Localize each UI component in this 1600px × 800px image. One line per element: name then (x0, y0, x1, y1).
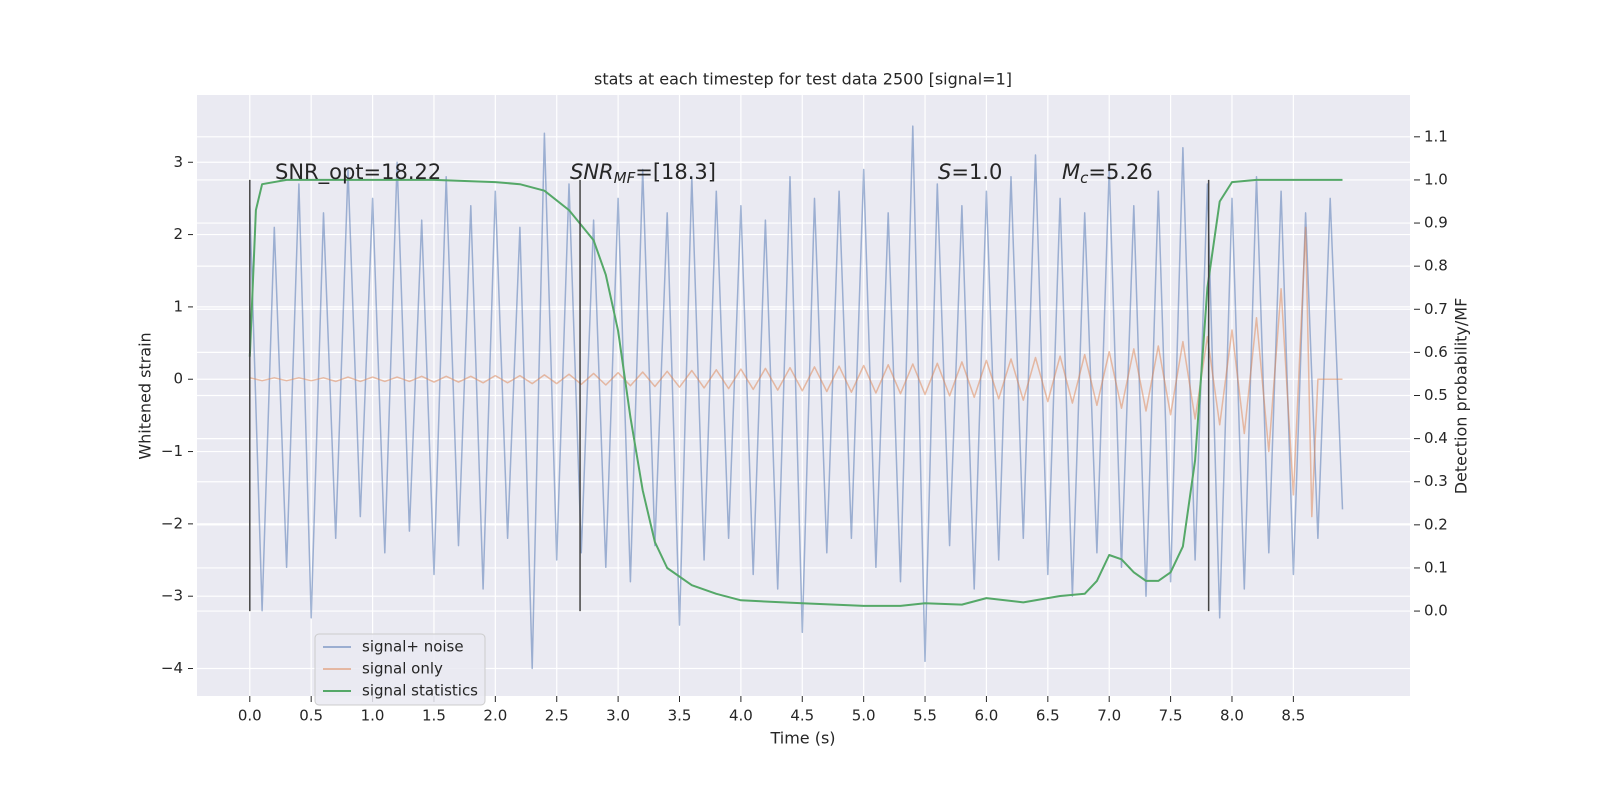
marks (248, 125, 1344, 670)
annotation: Mc=5.26 (1062, 160, 1153, 187)
y2-axis-label: Detection probability/MF (1452, 298, 1471, 495)
y-tick-label: −1 (161, 442, 183, 460)
y2-tick-label: 0.6 (1424, 343, 1448, 361)
annotation-text: =1.0 (951, 160, 1002, 184)
x-tick-label: 3.0 (606, 707, 630, 725)
y-tick-label: 2 (173, 225, 183, 243)
y-axis-label: Whitened strain (136, 332, 155, 459)
annotation-subscript: c (1080, 169, 1089, 187)
y-tick-label: −2 (161, 514, 183, 532)
y2-tick-label: 0.8 (1424, 257, 1448, 275)
y-tick-label: −3 (161, 587, 183, 605)
x-tick-label: 2.0 (483, 707, 507, 725)
legend-label: signal+ noise (362, 638, 464, 656)
overlay: 0.0 0.5 1.0 1.5 2.0 2.5 3.0 3.5 4.0 4.5 5.0 5.5 6.0 6… (161, 127, 1448, 724)
x-tick-label: 5.5 (913, 707, 937, 725)
y2-tick-label: 1.0 (1424, 170, 1448, 188)
x-tick-label: 4.0 (729, 707, 753, 725)
x-tick-label: 4.5 (790, 707, 814, 725)
series-line (249, 125, 1344, 670)
series-line (249, 226, 1343, 518)
y-tick-label: −4 (161, 659, 183, 677)
y2-tick-label: 0.3 (1424, 472, 1448, 490)
x-tick-label: 2.5 (545, 707, 569, 725)
annotation: S=1.0 (938, 160, 1002, 184)
legend-box (314, 633, 486, 706)
x-tick-label: 8.0 (1220, 707, 1244, 725)
x-tick-label: 6.0 (975, 707, 999, 725)
y2-tick-label: 0.7 (1424, 300, 1448, 318)
series-line (248, 178, 1343, 607)
y2-tick-label: 0.1 (1424, 558, 1448, 576)
legend-label: signal statistics (362, 682, 478, 700)
y2-tick-label: 1.1 (1424, 127, 1448, 145)
annotation: SNRMF=[18.3] (570, 160, 716, 187)
x-tick-label: 8.5 (1281, 707, 1305, 725)
x-tick-label: 0.5 (299, 707, 323, 725)
chart-title: stats at each timestep for test data 250… (594, 70, 1012, 89)
x-tick-label: 7.0 (1097, 707, 1121, 725)
x-tick-label: 5.0 (852, 707, 876, 725)
y2-tick-label: 0.5 (1424, 386, 1448, 404)
legend-label: signal only (362, 660, 443, 678)
y-tick-label: 0 (173, 370, 183, 388)
y2-tick-label: 0.0 (1424, 602, 1448, 620)
annotation: SNR_opt=18.22 (275, 160, 441, 185)
annotation-text: =[18.3] (635, 160, 716, 184)
annotation-subscript: MF (614, 169, 636, 187)
x-tick-label: 1.5 (422, 707, 446, 725)
x-tick-label: 0.0 (238, 707, 262, 725)
y2-tick-label: 0.2 (1424, 515, 1448, 533)
y2-tick-label: 0.4 (1424, 429, 1448, 447)
y-tick-label: 1 (173, 297, 183, 315)
annotation-text: =5.26 (1088, 160, 1152, 184)
y-tick-label: 3 (173, 153, 183, 171)
annotation-text: M (1062, 160, 1080, 184)
annotation-text: S (938, 160, 951, 184)
x-tick-label: 1.0 (361, 707, 385, 725)
x-tick-label: 3.5 (668, 707, 692, 725)
y2-tick-label: 0.9 (1424, 214, 1448, 232)
annotation-text: SNR (570, 160, 614, 184)
x-tick-label: 6.5 (1036, 707, 1060, 725)
x-tick-label: 7.5 (1159, 707, 1183, 725)
annotation-text: SNR_opt=18.22 (275, 160, 441, 185)
x-axis-label: Time (s) (769, 729, 835, 748)
